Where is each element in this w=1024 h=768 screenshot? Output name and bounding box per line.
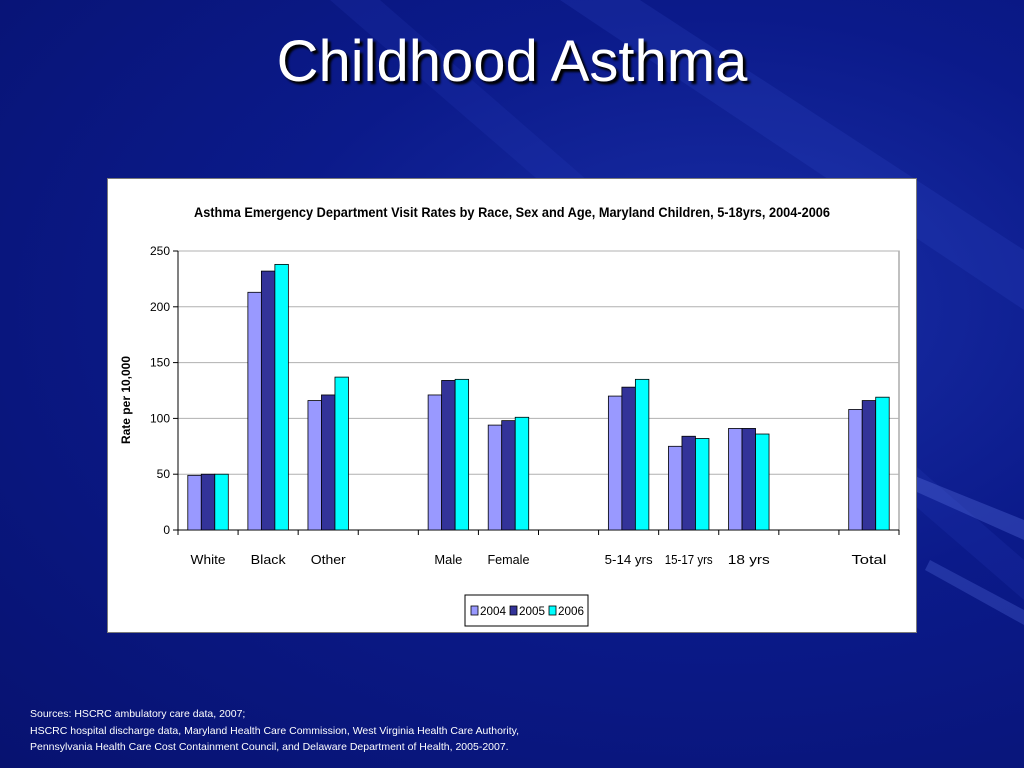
bar-2006-5-14-yrs	[634, 378, 650, 531]
chart-panel: Asthma Emergency Department Visit Rates …	[107, 178, 917, 633]
x-tick-label: 18 yrs	[728, 552, 771, 567]
bar-2006-white	[214, 473, 229, 531]
x-tick-label: White	[191, 552, 226, 567]
bar-2005-male	[441, 380, 456, 531]
bar-2004-white	[187, 474, 202, 531]
bar-2004-18-yrs	[728, 428, 743, 531]
bar-2004-female	[487, 424, 503, 531]
slide-title: Childhood Asthma	[276, 29, 748, 94]
bar-2005-female	[501, 420, 516, 531]
y-tick-label: 150	[150, 356, 170, 370]
sources-line-1: Sources: HSCRC ambulatory care data, 200…	[30, 708, 246, 720]
plot-area: 0 50 100 150 200 250 White Black Other Male Female…	[150, 244, 900, 567]
bar-2004-total	[848, 409, 863, 531]
chart-legend: 2004 2005 2006	[464, 594, 589, 627]
bar-2004-15-17-yrs	[668, 445, 683, 531]
bar-chart: Asthma Emergency Department Visit Rates …	[119, 205, 900, 627]
legend-label-2004: 2004	[480, 604, 506, 618]
bar-2004-black	[247, 291, 262, 531]
bar-2006-total	[875, 396, 890, 531]
bar-2005-white	[200, 473, 216, 531]
x-tick-label: Total	[851, 552, 886, 567]
bar-2006-male	[454, 378, 470, 531]
bar-2006-female	[514, 416, 530, 531]
legend-label-2005: 2005	[519, 604, 545, 618]
legend-swatch-2005	[509, 605, 518, 616]
y-tick-label: 250	[150, 244, 170, 258]
bar-2005-18-yrs	[741, 428, 756, 531]
chart-title: Asthma Emergency Department Visit Rates …	[194, 205, 830, 220]
bar-2005-15-17-yrs	[681, 435, 696, 531]
bar-2005-total	[861, 400, 877, 531]
sources-line-2: HSCRC hospital discharge data, Maryland …	[30, 724, 520, 737]
legend-swatch-2004	[470, 605, 479, 616]
y-tick-label: 100	[150, 411, 170, 425]
bar-2005-5-14-yrs	[621, 386, 636, 531]
y-tick-label: 200	[150, 300, 170, 314]
bar-2005-black	[260, 270, 276, 531]
bar-2004-male	[427, 394, 443, 531]
x-tick-label: Male	[434, 552, 462, 567]
bar-2004-other	[307, 400, 322, 531]
x-tick-label: 15-17 yrs	[665, 552, 713, 567]
bar-2004-5-14-yrs	[607, 395, 623, 531]
bar-2006-other	[334, 376, 349, 531]
x-tick-label: Female	[487, 552, 529, 567]
legend-box	[464, 594, 589, 627]
bar-2006-15-17-yrs	[695, 438, 710, 531]
x-tick-label: Other	[311, 552, 347, 567]
legend-swatch-2006	[548, 605, 557, 616]
y-tick-label: 0	[163, 523, 170, 537]
x-tick-label: Black	[251, 552, 287, 567]
legend-label-2006: 2006	[558, 604, 584, 618]
bar-2006-18-yrs	[755, 433, 770, 531]
sources-note: Sources: HSCRC ambulatory care data, 200…	[30, 706, 519, 756]
bar-2006-black	[274, 263, 289, 531]
y-tick-label: 50	[157, 467, 171, 481]
y-axis-label: Rate per 10,000	[119, 356, 133, 444]
bar-2005-other	[321, 394, 336, 531]
x-tick-label: 5-14 yrs	[605, 552, 654, 567]
sources-line-3: Pennsylvania Health Care Cost Containmen…	[30, 741, 509, 753]
